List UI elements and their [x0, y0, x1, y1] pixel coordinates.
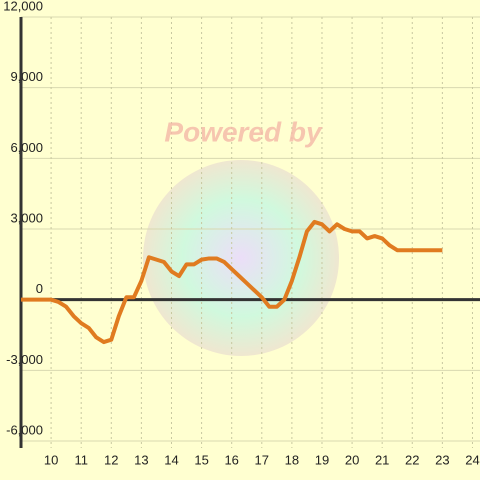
y-tick-label: 6,000: [10, 140, 43, 155]
x-tick-label: 21: [375, 452, 389, 467]
x-tick-label: 15: [194, 452, 208, 467]
x-tick-label: 11: [74, 452, 88, 467]
x-tick-label: 19: [315, 452, 329, 467]
y-tick-label: 9,000: [10, 69, 43, 84]
y-tick-label: -6,000: [6, 422, 43, 437]
data-line: [21, 219, 443, 345]
watermark-logo: [143, 160, 339, 356]
x-tick-label: 18: [285, 452, 299, 467]
x-tick-label: 13: [134, 452, 148, 467]
x-tick-label: 10: [44, 452, 58, 467]
x-tick-label: 12: [104, 452, 118, 467]
x-tick-label: 16: [224, 452, 238, 467]
x-tick-label: 24: [465, 452, 479, 467]
watermark-text: Powered by: [164, 116, 323, 147]
y-tick-label: -3,000: [6, 352, 43, 367]
x-tick-label: 22: [405, 452, 419, 467]
y-tick-label: 3,000: [10, 210, 43, 225]
x-tick-label: 14: [164, 452, 178, 467]
x-tick-label: 23: [435, 452, 449, 467]
x-tick-label: 17: [255, 452, 269, 467]
y-tick-label: 12,000: [3, 0, 43, 13]
x-tick-label: 20: [345, 452, 359, 467]
y-tick-label: 0: [36, 281, 43, 296]
